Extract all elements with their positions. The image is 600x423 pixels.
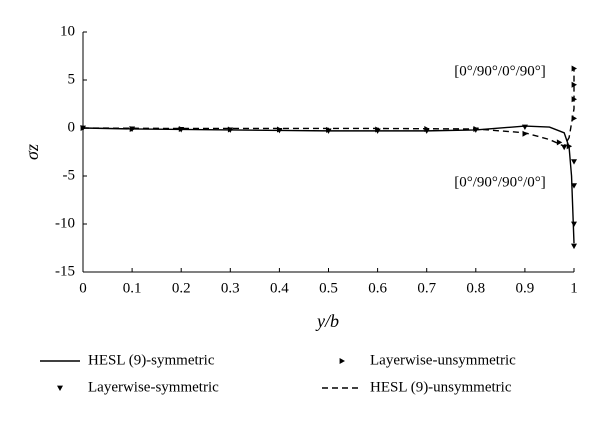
x-tick-label: 0.5	[319, 280, 338, 296]
x-axis-label: y/b	[315, 311, 339, 331]
marker	[325, 128, 332, 134]
marker	[178, 127, 185, 133]
marker	[571, 159, 577, 165]
marker	[571, 243, 577, 250]
legend-swatch	[57, 385, 63, 391]
y-tick-label: -10	[55, 215, 75, 231]
y-tick-label: 0	[68, 119, 76, 135]
legend-label: HESL (9)-symmetric	[88, 352, 215, 368]
y-tick-label: 5	[68, 71, 76, 87]
x-tick-label: 0.9	[516, 280, 535, 296]
x-tick-label: 0.6	[368, 280, 387, 296]
marker	[374, 128, 381, 134]
x-tick-label: 0.4	[270, 280, 289, 296]
legend-label: Layerwise-unsymmetric	[370, 352, 516, 368]
legend-item: HESL (9)-unsymmetric	[322, 379, 512, 395]
legend-item: Layerwise-symmetric	[57, 379, 219, 395]
x-tick-label: 0.3	[221, 280, 240, 296]
legend-item: HESL (9)-symmetric	[40, 352, 215, 368]
x-tick-label: 0.8	[466, 280, 485, 296]
marker	[423, 128, 430, 134]
marker	[521, 124, 528, 131]
marker	[571, 81, 577, 88]
legend-label: HESL (9)-unsymmetric	[370, 379, 512, 395]
x-tick-label: 0.2	[172, 280, 191, 296]
y-axis-label: σz	[22, 144, 42, 160]
x-tick-label: 0.1	[123, 280, 142, 296]
annotation: [0°/90°/0°/90°]	[454, 63, 546, 79]
y-tick-label: -5	[63, 167, 76, 183]
marker	[276, 128, 283, 134]
x-tick-label: 1	[570, 280, 578, 296]
series	[82, 68, 575, 148]
marker	[571, 183, 577, 189]
x-tick-label: 0	[79, 280, 87, 296]
y-tick-label: -15	[55, 263, 75, 279]
marker	[571, 221, 577, 227]
x-tick-label: 0.7	[417, 280, 436, 296]
legend-label: Layerwise-symmetric	[88, 379, 219, 395]
marker	[556, 139, 563, 146]
series-line	[82, 68, 575, 148]
annotation: [0°/90°/90°/0°]	[454, 174, 546, 190]
marker	[566, 143, 573, 150]
legend-item: Layerwise-unsymmetric	[339, 352, 516, 368]
y-tick-label: 10	[60, 23, 75, 39]
legend-swatch	[339, 358, 345, 364]
